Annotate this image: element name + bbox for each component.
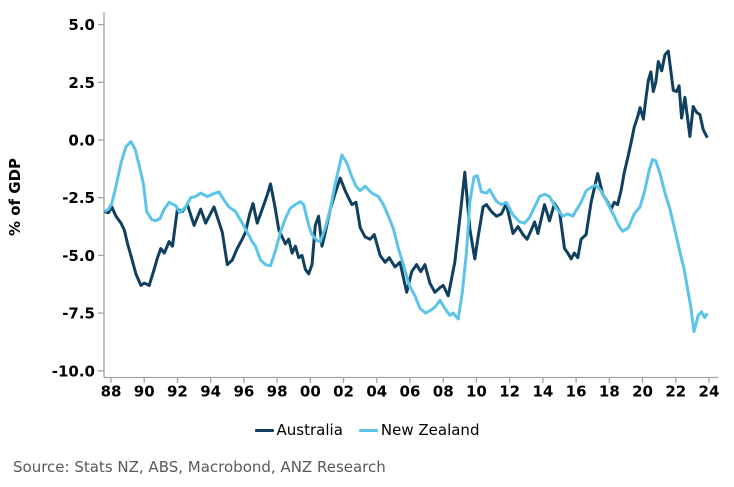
y-tick-label: -5.0: [62, 247, 95, 265]
new-zealand-line: [103, 140, 709, 334]
x-tick-label: 96: [233, 383, 254, 401]
new-zealand-line-swatch: [358, 428, 378, 432]
x-tick-label: 98: [267, 383, 288, 401]
australia-line-swatch: [254, 428, 274, 432]
legend-item-new-zealand: New Zealand: [358, 421, 480, 439]
x-tick-label: 14: [532, 383, 553, 401]
australia-line: [103, 49, 709, 298]
x-tick-label: 20: [632, 383, 653, 401]
source-note: Source: Stats NZ, ABS, Macrobond, ANZ Re…: [13, 458, 386, 476]
x-tick-label: 88: [101, 383, 122, 401]
x-tick-label: 16: [566, 383, 587, 401]
y-axis-title: % of GDP: [6, 157, 24, 237]
x-tick-label: 18: [599, 383, 620, 401]
x-tick-label: 94: [200, 383, 221, 401]
x-tick-label: 10: [466, 383, 487, 401]
legend-label-new-zealand: New Zealand: [380, 421, 480, 439]
x-tick-label: 04: [366, 383, 387, 401]
chart-canvas: 5.0 2.5 0.0 -2.5 -5.0 -7.5 -10.0 88 90 92 94 96 98 00…: [52, 12, 720, 401]
chart-area: % of GDP 5.0 2.5 0.0 -2.5 -5.0 -7.5 -10.0 88 90 9…: [6, 12, 720, 401]
x-tick-label: 24: [699, 383, 720, 401]
y-tick-label: -7.5: [62, 305, 95, 323]
x-tick-label: 00: [300, 383, 321, 401]
y-tick-label: 0.0: [68, 132, 95, 150]
x-tick-label: 92: [167, 383, 188, 401]
y-tick-label: -2.5: [62, 189, 95, 207]
x-tick-label: 90: [134, 383, 155, 401]
x-tick-label: 22: [665, 383, 686, 401]
legend-label-australia: Australia: [276, 421, 343, 439]
y-tick-label: 5.0: [68, 16, 95, 34]
legend-item-australia: Australia: [254, 421, 343, 439]
x-tick-label: 02: [333, 383, 354, 401]
x-tick-label: 08: [433, 383, 454, 401]
y-tick-label: -10.0: [52, 362, 95, 380]
x-tick-label: 06: [400, 383, 421, 401]
y-tick-label: 2.5: [68, 74, 95, 92]
legend: Australia New Zealand: [0, 421, 734, 439]
x-tick-label: 12: [499, 383, 520, 401]
